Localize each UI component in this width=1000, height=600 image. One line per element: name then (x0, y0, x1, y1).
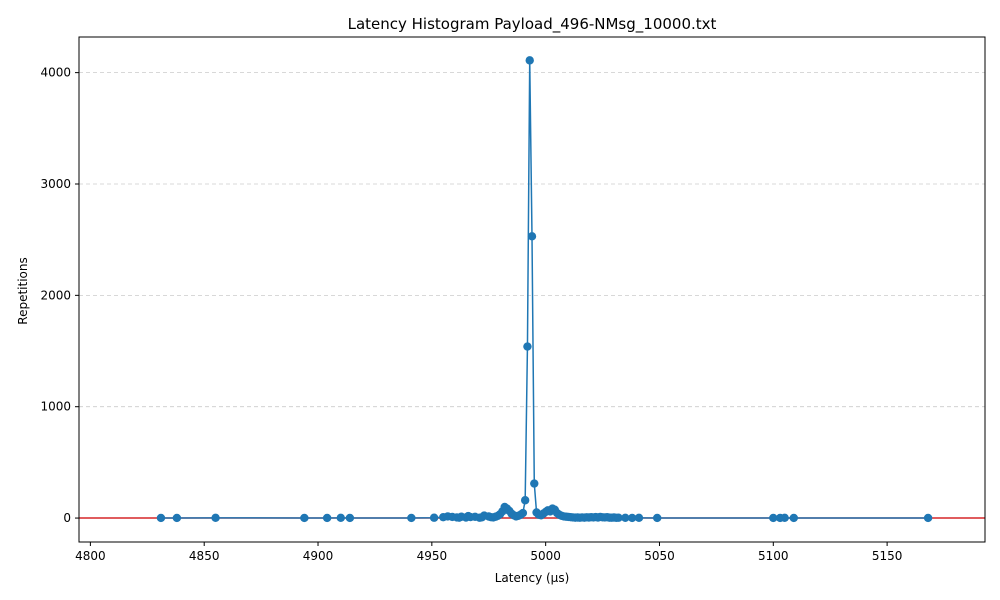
data-point (621, 513, 630, 523)
x-tick-label: 5000 (530, 549, 561, 563)
data-point (523, 342, 532, 351)
x-tick-label: 4850 (189, 549, 220, 563)
plot-frame (78, 36, 986, 543)
data-point (634, 513, 644, 523)
x-tick-label: 4800 (75, 549, 106, 563)
data-point (322, 513, 332, 523)
y-axis-title: Repetitions (16, 257, 30, 324)
y-tick-label: 2000 (40, 288, 71, 302)
x-tick-label: 4950 (417, 549, 448, 563)
data-point (336, 513, 345, 523)
y-tick-label: 4000 (40, 66, 71, 80)
data-point (156, 513, 166, 523)
x-tick-label: 5100 (758, 549, 789, 563)
series-points (156, 56, 933, 523)
y-tick-label: 1000 (40, 400, 71, 414)
data-point (789, 513, 798, 523)
data-point (923, 513, 933, 523)
x-axis-title: Latency (µs) (495, 571, 570, 585)
data-point (614, 513, 623, 522)
data-point (780, 513, 789, 523)
data-point (525, 56, 534, 65)
data-point (211, 513, 220, 523)
x-tick-label: 5050 (644, 549, 675, 563)
data-point (527, 232, 537, 241)
y-tick-label: 0 (63, 511, 71, 525)
x-tick-label: 4900 (303, 549, 334, 563)
data-point (407, 513, 416, 523)
x-axis-ticks: 4800 4850 4900 4950 5000 5050 5100 5150 (75, 542, 902, 563)
y-axis-ticks: 0 1000 2000 3000 4000 (40, 66, 79, 525)
data-point (300, 513, 309, 523)
data-point (653, 513, 662, 523)
data-point (518, 508, 528, 518)
data-point (520, 496, 530, 505)
data-point (345, 513, 355, 523)
data-point (429, 513, 439, 522)
data-point (172, 513, 182, 523)
data-point (530, 479, 539, 488)
data-point (627, 513, 637, 523)
data-point (769, 513, 778, 523)
y-tick-label: 3000 (40, 177, 71, 191)
chart-title: Latency Histogram Payload_496-NMsg_10000… (348, 15, 717, 34)
x-tick-label: 5150 (872, 549, 903, 563)
